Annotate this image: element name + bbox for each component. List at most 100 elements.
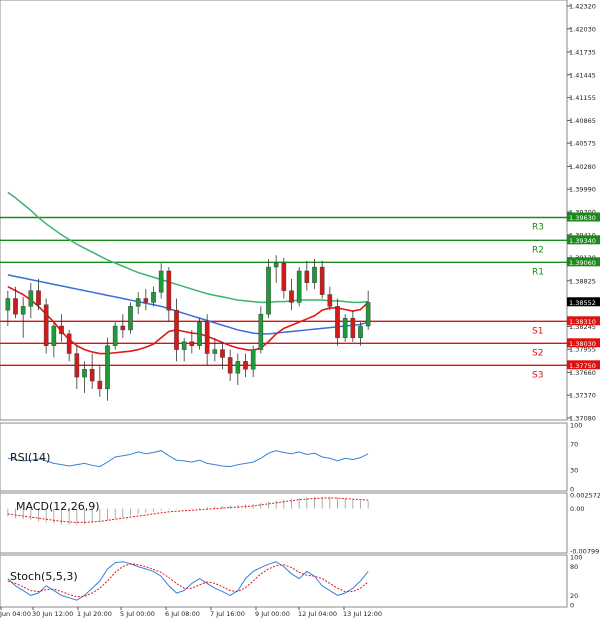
- candle-body: [181, 341, 187, 350]
- candle-body: [250, 349, 256, 370]
- candle-body: [36, 290, 41, 305]
- macd-title: MACD(12,26,9): [16, 500, 100, 513]
- candle-body: [143, 298, 149, 303]
- macd-axis-label: -0.007991: [570, 548, 600, 556]
- candle-body: [112, 325, 118, 346]
- price-tick-label: 1.37080: [569, 415, 596, 423]
- rsi-panel-frame: [0, 422, 568, 492]
- stoch-panel-frame: [0, 554, 568, 608]
- candle-body: [174, 310, 179, 350]
- candle-body: [59, 325, 64, 335]
- price-tick-label: 1.39410: [569, 231, 596, 239]
- price-tick-label: 1.38245: [569, 323, 596, 331]
- candle-body: [289, 290, 294, 303]
- candle-body: [189, 341, 195, 346]
- stoch-title: Stoch(5,5,3): [10, 570, 78, 583]
- candle-body: [235, 361, 241, 374]
- level-badge-s1: [567, 316, 600, 326]
- time-tick-label: 6 Jul 08:00: [165, 610, 200, 618]
- price-tick-label: 1.41445: [569, 71, 596, 79]
- candle-body: [220, 349, 225, 358]
- time-tick-label: 13 Jul 12:00: [343, 610, 382, 618]
- macd-axis-label: 0.00: [570, 505, 584, 513]
- candle-body: [358, 325, 363, 339]
- level-badge-label: 1.39340: [569, 237, 596, 245]
- candle-body: [43, 304, 49, 346]
- current-price-label: 1.38552: [569, 299, 596, 307]
- candle-body: [327, 294, 333, 307]
- rsi-axis-label: 100: [570, 422, 582, 430]
- price-tick-label: 1.41155: [569, 94, 596, 102]
- candles: [5, 255, 371, 401]
- level-badge-label: 1.37750: [569, 362, 596, 370]
- level-badge-r3: [567, 212, 600, 222]
- candle-body: [365, 302, 371, 327]
- price-tick-label: 1.39990: [569, 186, 596, 194]
- candle-body: [89, 369, 95, 382]
- time-tick-label: 7 Jul 16:00: [210, 610, 245, 618]
- macd-axis-label: 0.002572: [570, 492, 600, 500]
- candle-body: [158, 270, 164, 293]
- candle-body: [51, 325, 57, 346]
- candle-body: [20, 306, 26, 315]
- level-badge-label: 1.39630: [569, 214, 596, 222]
- candle-body: [342, 317, 348, 339]
- candle-body: [82, 369, 87, 378]
- rsi-axis-label: 30: [570, 466, 578, 474]
- candle-body: [335, 306, 340, 339]
- price-tick-label: 1.37370: [569, 392, 596, 400]
- time-tick-label: 9 Jul 00:00: [255, 610, 290, 618]
- price-tick-label: 1.37660: [569, 369, 596, 377]
- candle-body: [66, 333, 72, 354]
- time-axis: Jun 04:00 30 Jun 12:00 1 Jul 20:00 5 Jul 00…: [0, 607, 382, 618]
- candle-body: [227, 357, 233, 374]
- candle-body: [243, 361, 248, 370]
- level-name-r1: R1: [532, 267, 544, 277]
- level-name-s2: S2: [532, 348, 543, 358]
- price-tick-label: 1.40865: [569, 117, 596, 125]
- level-name-r2: R2: [532, 245, 544, 255]
- candle-body: [166, 270, 172, 311]
- pivot-levels: R3 1.39630 R2 1.39340 R1 1.39060 S1 1.38310 S2 1.…: [0, 212, 600, 380]
- time-tick-label: 30 Jun 12:00: [32, 610, 73, 618]
- stoch-axis-label: 20: [570, 592, 578, 600]
- macd-signal-line: [7, 497, 369, 523]
- candle-body: [258, 314, 264, 350]
- candle-body: [273, 262, 279, 268]
- candle-body: [266, 266, 271, 315]
- candle-body: [312, 266, 317, 283]
- rsi-line: [7, 450, 369, 468]
- rsi-axis-label: 70: [570, 441, 578, 449]
- level-name-r3: R3: [532, 223, 544, 233]
- time-tick-label: 12 Jul 04:00: [298, 610, 337, 618]
- candle-body: [281, 262, 287, 291]
- ma-blue-line: [7, 274, 369, 335]
- candle-body: [204, 321, 210, 354]
- candle-body: [97, 380, 103, 390]
- time-tick-label: 1 Jul 20:00: [77, 610, 112, 618]
- price-tick-label: 1.39700: [569, 209, 596, 217]
- candle-body: [319, 266, 325, 295]
- level-name-s3: S3: [532, 370, 543, 380]
- price-tick-label: 1.42320: [569, 3, 596, 11]
- stoch-axis-label: 80: [570, 563, 578, 571]
- level-badge-label: 1.38030: [569, 340, 596, 348]
- stoch-axis-label: 0: [570, 602, 574, 610]
- candle-body: [5, 298, 11, 311]
- stoch-k-line: [7, 561, 369, 601]
- stoch-d-line: [7, 563, 369, 598]
- level-badge-r1: [567, 257, 600, 267]
- current-price-badge: [567, 297, 600, 307]
- candle-body: [135, 298, 141, 307]
- price-tick-label: 1.42030: [569, 25, 596, 33]
- price-tick-label: 1.40280: [569, 163, 596, 171]
- candle-body: [28, 290, 34, 307]
- candle-body: [212, 349, 218, 354]
- candle-body: [120, 325, 126, 331]
- level-badge-label: 1.38310: [569, 318, 596, 326]
- price-panel-frame: [0, 0, 568, 421]
- level-badge-r2: [567, 235, 600, 245]
- candle-body: [151, 291, 156, 303]
- level-badge-s2: [567, 338, 600, 348]
